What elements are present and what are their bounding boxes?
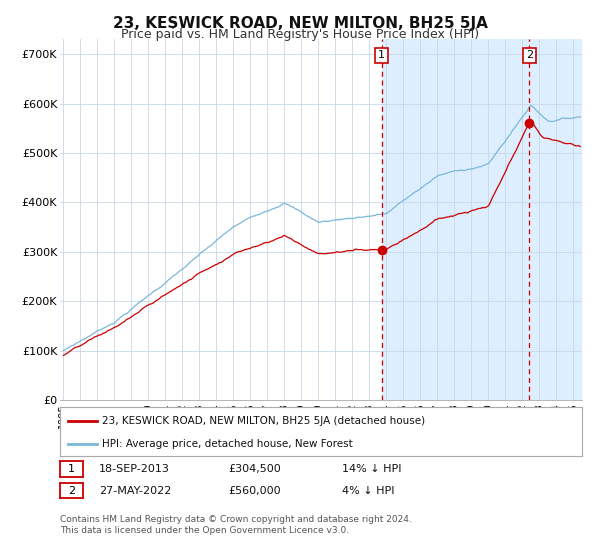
Text: 1: 1: [68, 464, 75, 474]
Bar: [382, 39, 582, 400]
Text: 18-SEP-2013: 18-SEP-2013: [99, 464, 170, 474]
Text: £304,500: £304,500: [228, 464, 281, 474]
Text: 14% ↓ HPI: 14% ↓ HPI: [342, 464, 401, 474]
Text: 23, KESWICK ROAD, NEW MILTON, BH25 5JA (detached house): 23, KESWICK ROAD, NEW MILTON, BH25 5JA (…: [102, 416, 425, 426]
Text: 27-MAY-2022: 27-MAY-2022: [99, 486, 172, 496]
Text: Contains HM Land Registry data © Crown copyright and database right 2024.: Contains HM Land Registry data © Crown c…: [60, 515, 412, 524]
Text: HPI: Average price, detached house, New Forest: HPI: Average price, detached house, New …: [102, 439, 353, 449]
Text: 4% ↓ HPI: 4% ↓ HPI: [342, 486, 395, 496]
Text: 2: 2: [68, 486, 75, 496]
Text: Price paid vs. HM Land Registry's House Price Index (HPI): Price paid vs. HM Land Registry's House …: [121, 28, 479, 41]
Text: This data is licensed under the Open Government Licence v3.0.: This data is licensed under the Open Gov…: [60, 526, 349, 535]
Text: 2: 2: [526, 50, 533, 60]
Text: £560,000: £560,000: [228, 486, 281, 496]
Text: 23, KESWICK ROAD, NEW MILTON, BH25 5JA: 23, KESWICK ROAD, NEW MILTON, BH25 5JA: [113, 16, 487, 31]
Text: 1: 1: [378, 50, 385, 60]
